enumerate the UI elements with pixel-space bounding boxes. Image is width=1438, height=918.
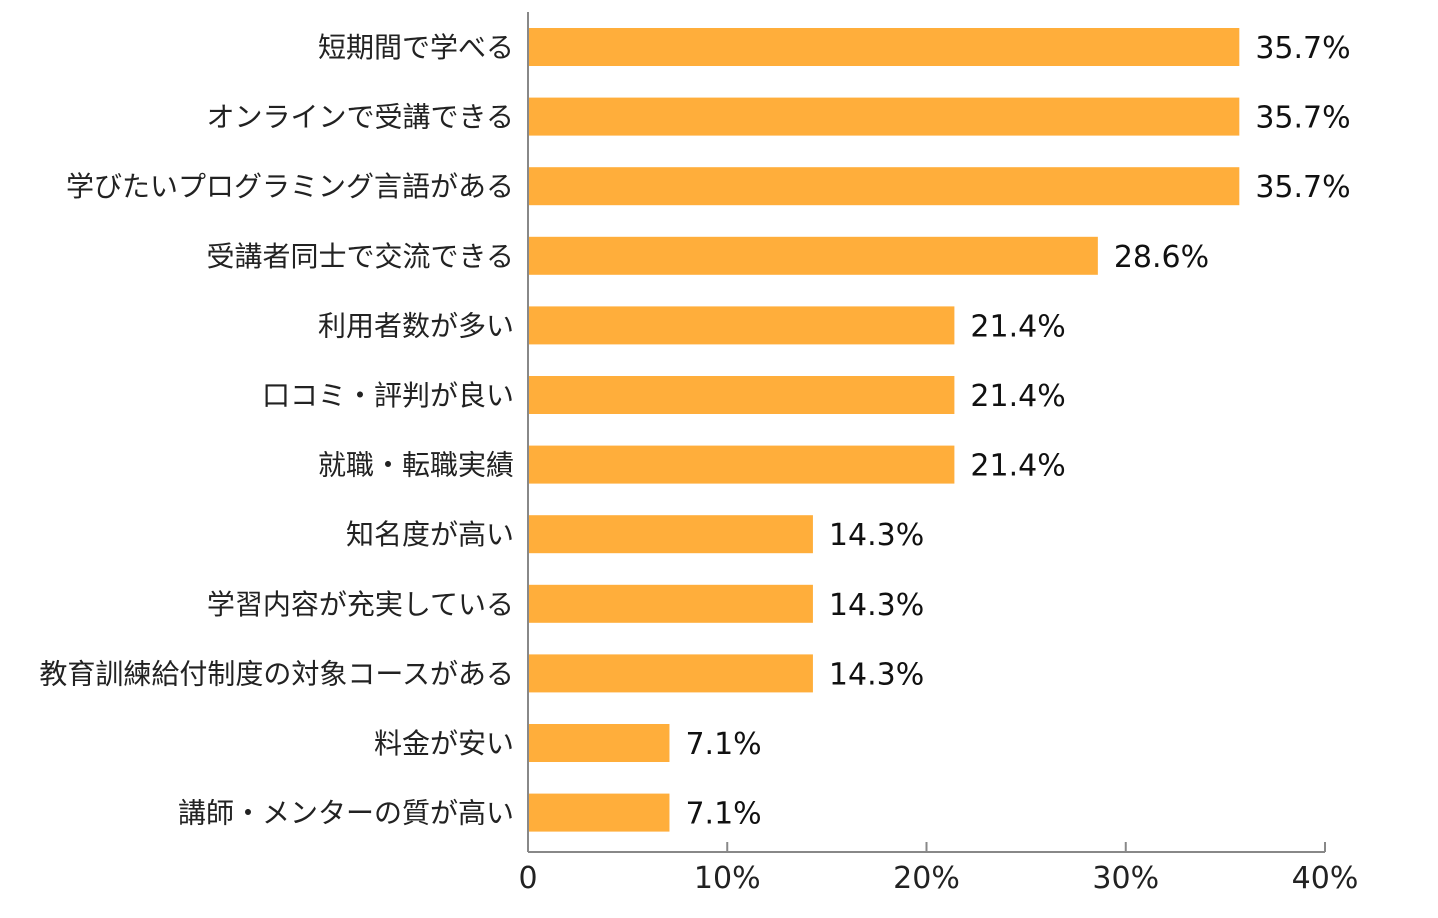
category-label-1: オンラインで受講できる	[207, 101, 514, 134]
value-label-5: 21.4%	[970, 379, 1065, 414]
category-label-2: 学びたいプログラミング言語がある	[66, 170, 514, 203]
value-label-1: 35.7%	[1255, 101, 1350, 136]
category-label-3: 受講者同士で交流できる	[207, 240, 514, 273]
bar-5	[529, 376, 955, 414]
value-label-10: 7.1%	[685, 727, 761, 762]
category-label-9: 教育訓練給付制度の対象コースがある	[39, 657, 514, 690]
value-label-2: 35.7%	[1255, 170, 1350, 205]
category-label-0: 短期間で学べる	[318, 31, 514, 64]
category-label-10: 料金が安い	[374, 727, 514, 760]
labels-layer: 短期間で学べる 35.7% オンラインで受講できる 35.7% 学びたいプログラミング言…	[39, 31, 1350, 832]
value-label-9: 14.3%	[829, 657, 924, 692]
bar-10	[529, 724, 670, 762]
bar-0	[529, 28, 1240, 66]
bar-7	[529, 515, 813, 554]
value-label-7: 14.3%	[829, 518, 924, 553]
category-label-11: 講師・メンターの質が高い	[178, 797, 514, 830]
value-label-0: 35.7%	[1255, 31, 1350, 66]
x-tick-label-3: 30%	[1092, 861, 1159, 896]
category-label-6: 就職・転職実績	[318, 449, 514, 482]
value-label-11: 7.1%	[685, 797, 761, 832]
bar-1	[529, 97, 1240, 136]
axis-layer: 0 10% 20% 30% 40%	[518, 12, 1358, 896]
category-label-7: 知名度が高い	[346, 518, 514, 551]
bars-layer	[529, 28, 1240, 832]
bar-9	[529, 654, 813, 693]
bar-8	[529, 584, 813, 623]
x-tick-label-4: 40%	[1292, 861, 1359, 896]
value-label-6: 21.4%	[970, 449, 1065, 484]
bar-2	[529, 167, 1240, 206]
value-label-4: 21.4%	[970, 309, 1065, 344]
bar-11	[529, 793, 670, 832]
category-label-5: 口コミ・評判が良い	[262, 379, 514, 412]
bar-6	[529, 445, 955, 484]
bar-4	[529, 306, 955, 345]
x-tick-label-1: 10%	[694, 861, 761, 896]
bar-3	[529, 236, 1098, 275]
value-label-3: 28.6%	[1114, 240, 1209, 275]
value-label-8: 14.3%	[829, 588, 924, 623]
x-tick-label-2: 20%	[893, 861, 960, 896]
x-tick-label-0: 0	[518, 861, 537, 896]
category-label-8: 学習内容が充実している	[207, 588, 514, 621]
category-label-4: 利用者数が多い	[318, 309, 514, 342]
